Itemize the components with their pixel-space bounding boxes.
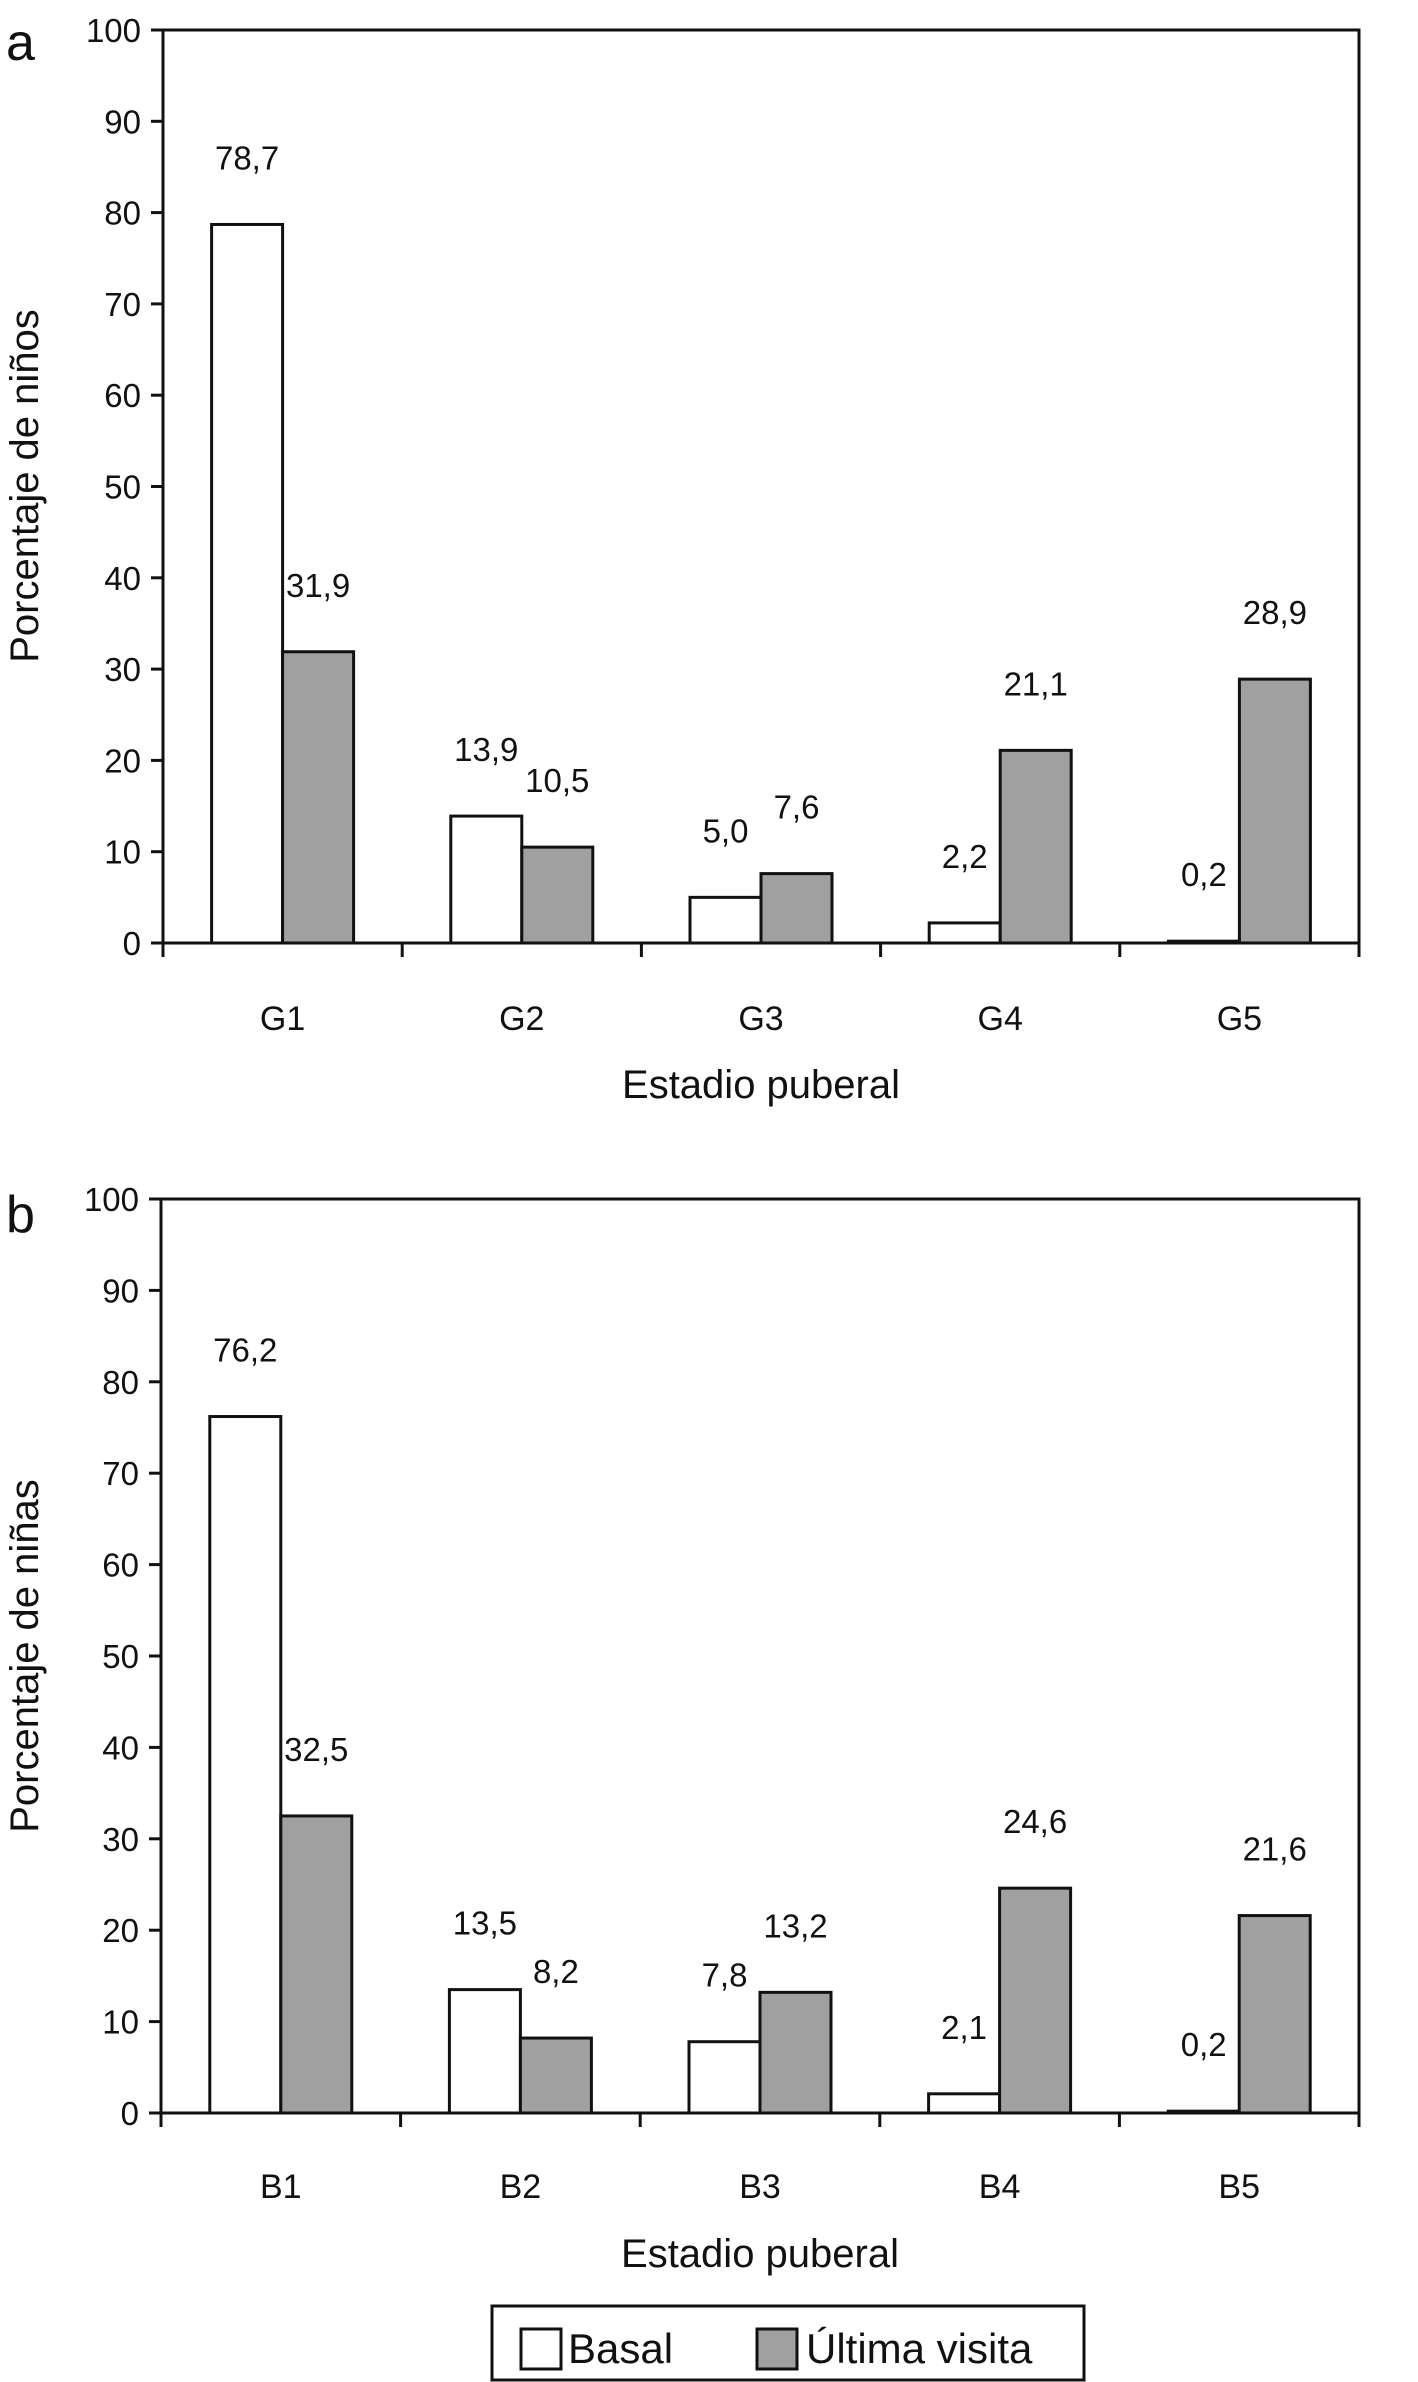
bar-ultima-G3: [759, 872, 834, 945]
value-label-basal-G2: 13,9: [454, 731, 518, 768]
value-label-ultima-B3: 13,2: [763, 1907, 827, 1944]
legend-swatch-basal: [519, 2327, 563, 2371]
legend-label-basal: Basal: [568, 2325, 673, 2372]
y-tick-label-a-10: 10: [104, 834, 141, 871]
y-tick-label-b-10: 10: [102, 2004, 139, 2041]
bar-basal-B2: [447, 1988, 522, 2115]
x-category-label-B1: B1: [260, 2168, 302, 2206]
legend-swatch-ultima: [755, 2327, 799, 2371]
value-label-ultima-B4: 24,6: [1003, 1803, 1067, 1840]
panel-letter-a: a: [6, 14, 35, 72]
y-tick-label-b-40: 40: [102, 1729, 139, 1766]
x-axis-title-b: Estadio puberal: [621, 2232, 899, 2276]
bar-basal-G1: [210, 222, 285, 945]
y-tick-label-a-100: 100: [86, 12, 141, 49]
chart-panel-b: b 0 10 20 30 40 50 60 70 80 90 100 76,2 32,5 B1 13,5 8,2…: [3, 1181, 1361, 2276]
x-category-label-G3: G3: [738, 1000, 783, 1038]
value-label-ultima-B2: 8,2: [533, 1953, 579, 1990]
chart-panel-a: a 0 10 20 30 40 50 60 70 80 90 100 78,7 31,9 G1 13,910,…: [3, 12, 1361, 1107]
y-tick-label-a-0: 0: [123, 925, 141, 962]
value-label-basal-B2: 13,5: [453, 1905, 517, 1942]
y-tick-label-b-100: 100: [84, 1181, 139, 1218]
bar-basal-B5: [1166, 2109, 1241, 2115]
y-tick-label-a-50: 50: [104, 469, 141, 506]
x-axis-title-a: Estadio puberal: [622, 1063, 900, 1107]
y-tick-label-b-80: 80: [102, 1364, 139, 1401]
bar-basal-G3: [688, 895, 763, 945]
y-tick-label-b-0: 0: [121, 2095, 139, 2132]
y-tick-label-a-30: 30: [104, 651, 141, 688]
bar-basal-G4: [927, 921, 1002, 945]
legend: Basal Última visita: [490, 2304, 1086, 2382]
value-label-ultima-G3: 7,6: [774, 789, 820, 826]
legend-label-ultima: Última visita: [806, 2325, 1033, 2372]
value-label-basal-G5: 0,2: [1181, 856, 1227, 893]
y-tick-label-a-90: 90: [104, 103, 141, 140]
value-label-ultima-G2: 10,5: [525, 762, 589, 799]
x-category-label-B3: B3: [739, 2168, 781, 2206]
bar-ultima-B4: [998, 1886, 1073, 2115]
value-label-basal-B1: 76,2: [213, 1332, 277, 1369]
value-label-basal-B3: 7,8: [702, 1957, 748, 1994]
x-category-label-B2: B2: [500, 2168, 542, 2206]
bar-ultima-B2: [518, 2036, 593, 2115]
bar-basal-B1: [208, 1415, 283, 2115]
y-tick-label-b-50: 50: [102, 1638, 139, 1675]
y-axis-title-a: Porcentaje de niños: [3, 309, 47, 663]
value-label-ultima-B5: 21,6: [1243, 1831, 1307, 1868]
x-category-label-G4: G4: [978, 1000, 1023, 1038]
bar-basal-G5: [1166, 939, 1241, 945]
x-category-label-G1: G1: [260, 1000, 305, 1038]
value-label-ultima-B1: 32,5: [284, 1731, 348, 1768]
bar-ultima-B1: [279, 1814, 354, 2115]
legend-box: [490, 2304, 1086, 2382]
y-tick-label-b-70: 70: [102, 1455, 139, 1492]
x-category-label-G5: G5: [1217, 1000, 1262, 1038]
bar-ultima-G5: [1237, 677, 1312, 945]
y-tick-label-b-20: 20: [102, 1912, 139, 1949]
bar-ultima-G1: [281, 650, 356, 945]
bar-basal-G2: [449, 814, 524, 945]
value-label-ultima-G5: 28,9: [1243, 594, 1307, 631]
bar-basal-B4: [927, 2092, 1002, 2115]
y-tick-label-a-60: 60: [104, 377, 141, 414]
bar-ultima-G4: [998, 748, 1073, 945]
bar-basal-B3: [687, 2040, 762, 2115]
panel-letter-b: b: [6, 1186, 35, 1244]
value-label-ultima-G4: 21,1: [1004, 665, 1068, 702]
bar-ultima-B3: [758, 1990, 833, 2115]
bar-ultima-B5: [1237, 1914, 1312, 2115]
y-tick-label-b-90: 90: [102, 1272, 139, 1309]
bar-ultima-G2: [520, 845, 595, 945]
y-tick-label-a-80: 80: [104, 195, 141, 232]
value-label-basal-B5: 0,2: [1181, 2026, 1227, 2063]
value-label-basal-G1: 78,7: [215, 139, 279, 176]
y-tick-label-a-70: 70: [104, 286, 141, 323]
y-axis-title-b: Porcentaje de niñas: [3, 1479, 47, 1833]
x-category-label-B4: B4: [979, 2168, 1021, 2206]
y-tick-label-a-40: 40: [104, 560, 141, 597]
value-label-basal-G4: 2,2: [942, 838, 988, 875]
x-category-label-G2: G2: [499, 1000, 544, 1038]
value-label-basal-B4: 2,1: [941, 2009, 987, 2046]
y-tick-label-a-20: 20: [104, 742, 141, 779]
y-tick-label-b-60: 60: [102, 1547, 139, 1584]
value-label-ultima-G1: 31,9: [286, 567, 350, 604]
value-label-basal-G3: 5,0: [703, 812, 749, 849]
x-category-label-B5: B5: [1218, 2168, 1260, 2206]
y-tick-label-b-30: 30: [102, 1821, 139, 1858]
